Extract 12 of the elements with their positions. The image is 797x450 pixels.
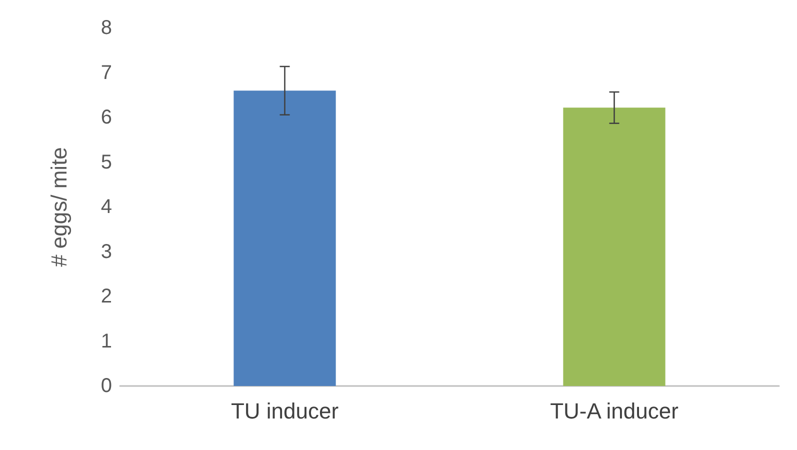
y-tick-label: 0 [100, 375, 112, 397]
x-tick-label: TU inducer [230, 398, 339, 424]
y-tick-label: 1 [100, 330, 112, 352]
x-tick-label: TU-A inducer [550, 398, 678, 424]
y-tick-label: 8 [100, 17, 112, 39]
y-tick-label: 5 [100, 151, 112, 174]
y-axis-title: # eggs/ mite [46, 147, 72, 267]
y-tick-label: 3 [100, 240, 112, 263]
y-tick-label: 2 [100, 286, 112, 308]
y-tick-label: 4 [100, 196, 112, 218]
y-tick-label: 6 [100, 106, 112, 128]
y-tick-label: 7 [100, 62, 112, 84]
